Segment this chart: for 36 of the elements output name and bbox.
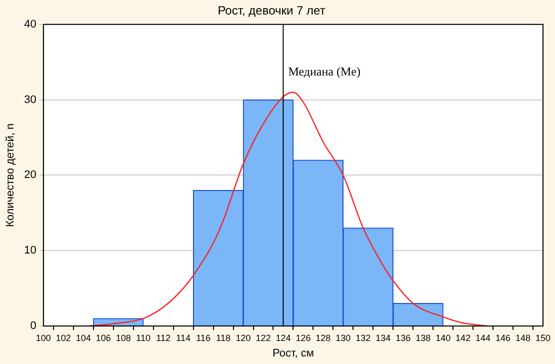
x-tick-label: 112 (156, 332, 171, 343)
x-tick-label: 148 (516, 332, 531, 343)
x-tick-label: 118 (216, 332, 230, 343)
x-tick-label: 142 (456, 332, 471, 343)
x-tick-label: 106 (96, 332, 111, 343)
x-tick-label: 122 (256, 332, 271, 343)
x-tick-label: 110 (136, 332, 151, 343)
x-tick-label: 104 (76, 332, 91, 343)
y-tick-label: 0 (30, 320, 36, 332)
x-tick-label: 150 (535, 332, 551, 343)
y-tick-label: 10 (24, 244, 36, 257)
x-tick-label: 136 (396, 332, 411, 343)
x-tick-label: 126 (296, 332, 311, 343)
x-tick-label: 138 (416, 332, 431, 343)
x-tick-label: 108 (116, 332, 131, 343)
ref-line-label: Медиана (Me) (288, 64, 361, 79)
x-tick-label: 102 (56, 332, 71, 343)
y-tick-label: 30 (24, 94, 36, 106)
x-tick-label: 132 (356, 332, 371, 343)
x-tick-label: 130 (336, 332, 351, 343)
x-tick-label: 100 (36, 332, 51, 343)
y-tick-label: 20 (24, 169, 36, 182)
x-tick-label: 144 (476, 332, 491, 343)
chart-title: Рост, девочки 7 лет (218, 4, 326, 18)
x-tick-label: 140 (436, 332, 451, 343)
x-tick-label: 134 (376, 332, 391, 343)
y-axis-title: Количество детей, n (4, 123, 17, 228)
x-tick-label: 128 (316, 332, 331, 343)
x-tick-label: 120 (236, 332, 251, 343)
x-tick-label: 116 (196, 332, 210, 343)
y-tick-label: 40 (24, 18, 36, 30)
x-tick-label: 146 (496, 332, 511, 343)
x-tick-label: 114 (176, 332, 190, 343)
line-series (88, 92, 489, 326)
x-tick-label: 124 (276, 332, 291, 343)
x-axis-title: Рост, см (272, 347, 314, 360)
